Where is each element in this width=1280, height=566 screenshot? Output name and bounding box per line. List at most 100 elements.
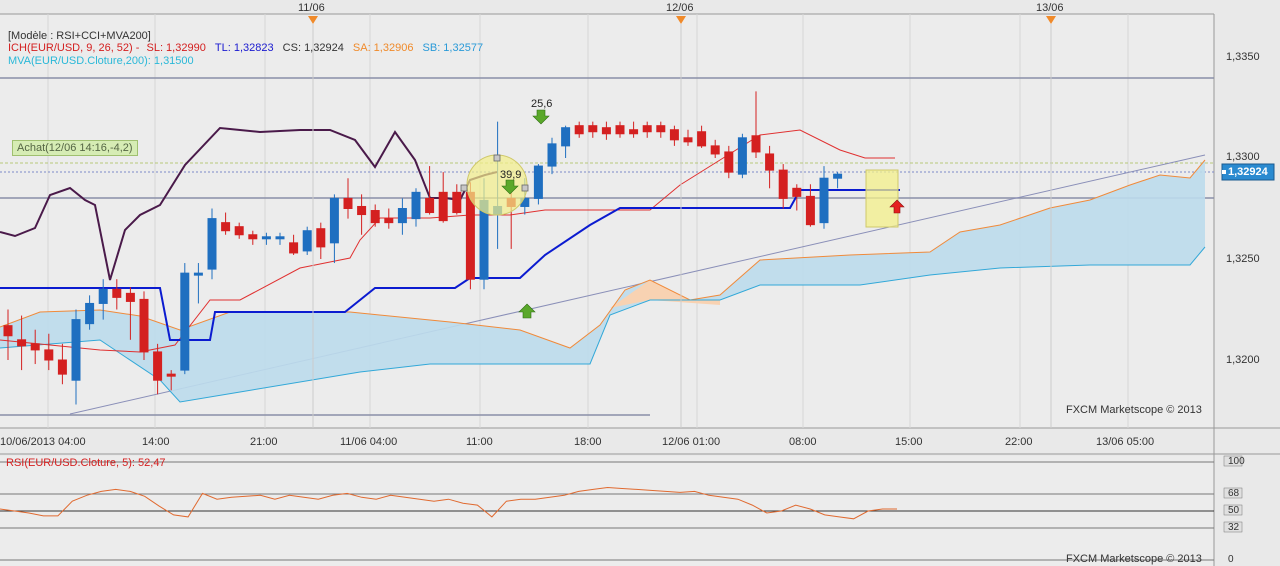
- price-tick: 1,3300: [1226, 151, 1260, 163]
- candle-body: [112, 288, 122, 298]
- senkou-span-b: [0, 246, 1206, 403]
- candle-body: [357, 205, 367, 216]
- candles: [3, 91, 843, 405]
- candle-body: [316, 228, 326, 248]
- candle-body: [234, 226, 244, 236]
- candle: [425, 166, 435, 215]
- candle: [438, 172, 448, 223]
- candle-body: [153, 351, 163, 381]
- candle: [180, 263, 190, 375]
- candle-body: [465, 191, 475, 280]
- candle: [601, 121, 611, 140]
- candle: [85, 295, 95, 330]
- candle-body: [629, 129, 639, 135]
- candle: [710, 139, 720, 158]
- candle-body: [737, 137, 747, 175]
- sa-value: SA: 1,32906: [352, 42, 414, 54]
- candle-body: [697, 131, 707, 147]
- rsi-level-label: 50: [1228, 505, 1240, 516]
- time-label: 21:00: [250, 436, 278, 448]
- candle: [642, 121, 652, 138]
- candle: [452, 184, 462, 215]
- rsi-line: [0, 486, 897, 520]
- candle-body: [833, 173, 843, 179]
- candle: [588, 121, 598, 138]
- candle-body: [3, 325, 13, 337]
- candle-body: [819, 177, 829, 224]
- candle: [234, 222, 244, 239]
- ichimoku-legend: ICH(EUR/USD, 9, 26, 52) - SL: 1,32990 TL…: [8, 42, 483, 54]
- time-label: 11/06 04:00: [340, 436, 398, 448]
- rsi-label: RSI(EUR/USD.Cloture, 5): 52,47: [6, 457, 166, 469]
- candle-body: [547, 143, 557, 167]
- current-price-marker: [1222, 170, 1226, 174]
- cs-value: CS: 1,32924: [282, 42, 344, 54]
- cloud-fill-bear: [610, 280, 720, 308]
- rsi-level-label: 68: [1228, 488, 1240, 499]
- kijun-path: [0, 189, 900, 341]
- sl-value: SL: 1,32990: [146, 42, 206, 54]
- candle-body: [370, 210, 380, 224]
- candle: [411, 188, 421, 227]
- highlight-box[interactable]: [865, 169, 899, 228]
- date-marker-label: 12/06: [666, 2, 694, 14]
- candle-body: [669, 129, 679, 141]
- candle: [316, 222, 326, 259]
- rsi-axis-box-32: [1223, 521, 1243, 533]
- candle-body: [329, 197, 339, 244]
- time-label: 10/06/2013 04:00: [0, 436, 86, 448]
- time-label: 11:00: [466, 436, 493, 448]
- candle: [751, 91, 761, 158]
- candle: [357, 194, 367, 235]
- date-marker-guides: [312, 24, 1052, 428]
- sb-value: SB: 1,32577: [422, 42, 484, 54]
- candle-body: [778, 169, 788, 199]
- candle-body: [261, 236, 271, 240]
- rsi-path: [0, 486, 897, 520]
- ich-name: ICH(EUR/USD, 9, 26, 52) -: [8, 42, 140, 54]
- candle: [533, 164, 543, 205]
- achat-label[interactable]: Achat(12/06 14:16,-4,2): [12, 140, 138, 156]
- time-label: 15:00: [895, 436, 923, 448]
- candle: [125, 287, 135, 340]
- rsi-level-label: 100: [1228, 456, 1245, 467]
- candle: [98, 279, 108, 320]
- candle: [792, 184, 802, 211]
- candle: [71, 309, 81, 405]
- candle: [697, 125, 707, 148]
- selection-handles[interactable]: [460, 154, 529, 192]
- candle: [737, 133, 747, 179]
- candle-body: [248, 234, 258, 240]
- time-label: 18:00: [574, 436, 602, 448]
- current-price-label: 1,32924: [1228, 166, 1268, 178]
- mva-legend: MVA(EUR/USD.Cloture,200): 1,31500: [8, 55, 194, 67]
- candle: [819, 166, 829, 229]
- candle-body: [85, 302, 95, 325]
- candle-body: [166, 373, 176, 377]
- highlight-circle[interactable]: [466, 154, 528, 216]
- candle: [302, 226, 312, 255]
- candle-body: [44, 349, 54, 361]
- arrow-up-icon: [889, 199, 905, 214]
- candle: [166, 370, 176, 391]
- candle-body: [139, 298, 149, 353]
- candle: [370, 204, 380, 227]
- watermark: FXCM Marketscope © 2013: [1066, 553, 1202, 565]
- model-label: [Modèle : RSI+CCI+MVA200]: [8, 30, 151, 42]
- rsi-axis-box-50: [1223, 504, 1243, 516]
- candle-body: [601, 127, 611, 135]
- candle-body: [17, 339, 27, 347]
- candle-body: [656, 125, 666, 133]
- candle-body: [805, 195, 815, 226]
- arrow-up-icon: [518, 303, 536, 319]
- time-label: 08:00: [789, 436, 817, 448]
- candle: [207, 208, 217, 280]
- candle: [17, 315, 27, 371]
- candle-body: [57, 359, 67, 375]
- tl-value: TL: 1,32823: [214, 42, 274, 54]
- candle: [778, 164, 788, 209]
- candle-body: [425, 197, 435, 214]
- price-tick: 1,3200: [1226, 354, 1260, 366]
